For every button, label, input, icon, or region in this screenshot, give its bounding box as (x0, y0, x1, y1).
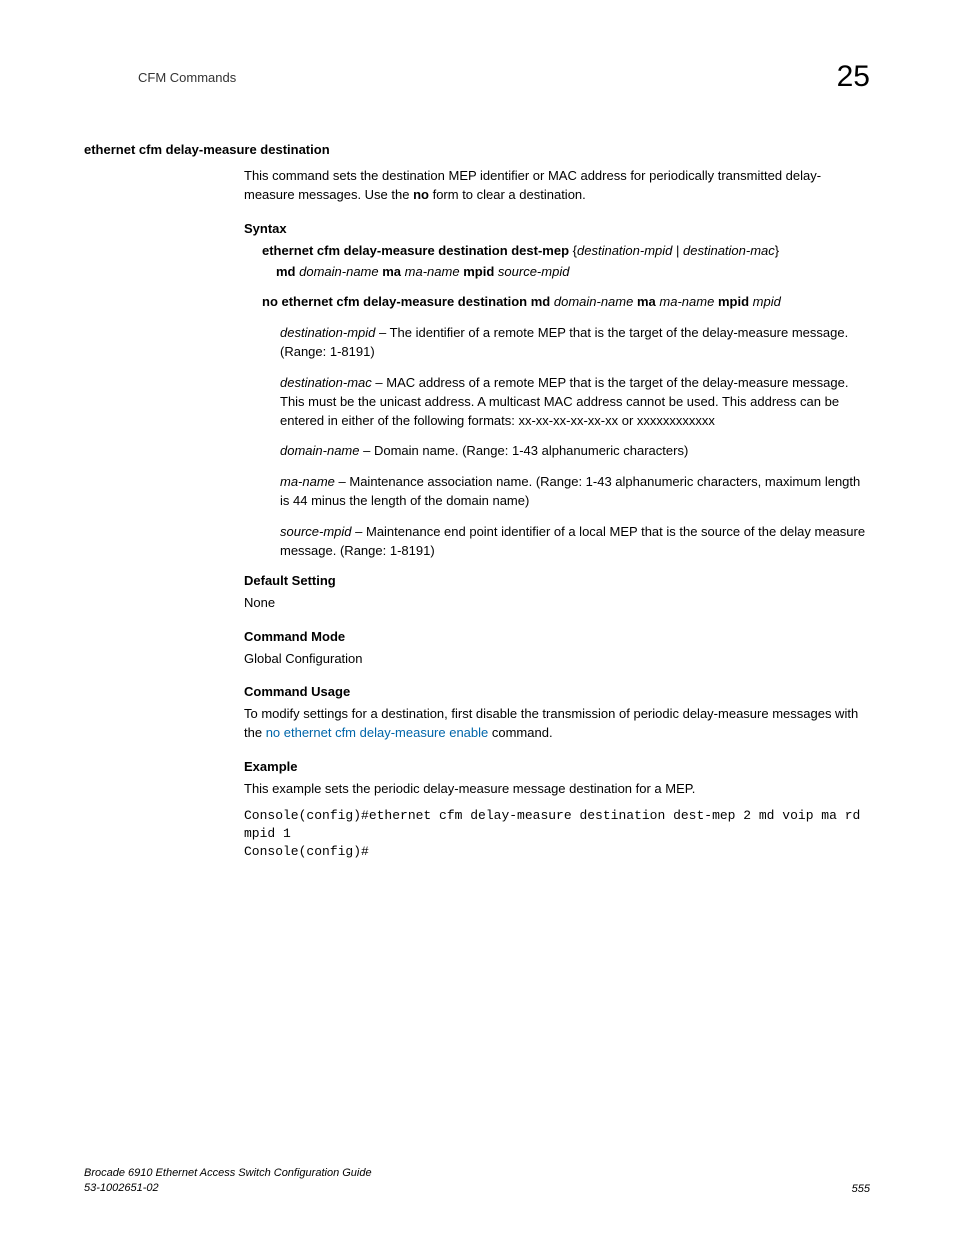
s1p13: ma-name (405, 264, 460, 279)
param-desc: – Maintenance end point identifier of a … (280, 524, 865, 558)
syntax-heading: Syntax (244, 221, 870, 236)
param-desc: – Domain name. (Range: 1-43 alphanumeric… (360, 443, 689, 458)
s2p7: ma-name (659, 294, 714, 309)
usage-heading: Command Usage (244, 684, 870, 699)
chapter-number: 25 (837, 60, 870, 94)
footer-docnum: 53-1002651-02 (84, 1181, 372, 1195)
s2p5: ma (637, 294, 656, 309)
mode-value: Global Configuration (244, 650, 870, 669)
param-dest-mpid: destination-mpid – The identifier of a r… (280, 324, 870, 362)
mode-heading: Command Mode (244, 629, 870, 644)
s1p6: } (775, 243, 779, 258)
s1p2: { (569, 243, 577, 258)
s1p7: md (276, 264, 296, 279)
s1p3: destination-mpid (577, 243, 672, 258)
desc-bold: no (413, 187, 429, 202)
footer-guide: Brocade 6910 Ethernet Access Switch Conf… (84, 1166, 372, 1180)
param-dest-mac: destination-mac – MAC address of a remot… (280, 374, 870, 431)
usage-text: To modify settings for a destination, fi… (244, 705, 870, 743)
s1p4: | (672, 243, 683, 258)
footer-page: 555 (852, 1183, 870, 1195)
s1p11: ma (382, 264, 401, 279)
example-code: Console(config)#ethernet cfm delay-measu… (244, 807, 870, 862)
s1p17: source-mpid (498, 264, 570, 279)
syntax-line-2: no ethernet cfm delay-measure destinatio… (262, 293, 870, 312)
default-heading: Default Setting (244, 573, 870, 588)
param-name: destination-mac (280, 375, 372, 390)
param-desc: – Maintenance association name. (Range: … (280, 474, 860, 508)
param-name: domain-name (280, 443, 360, 458)
param-domain: domain-name – Domain name. (Range: 1-43 … (280, 442, 870, 461)
s2p3: domain-name (554, 294, 634, 309)
s1p15: mpid (463, 264, 494, 279)
default-value: None (244, 594, 870, 613)
example-desc: This example sets the periodic delay-mea… (244, 780, 870, 799)
param-name: destination-mpid (280, 325, 375, 340)
s2p1: no ethernet cfm delay-measure destinatio… (262, 294, 550, 309)
page-footer: Brocade 6910 Ethernet Access Switch Conf… (84, 1166, 870, 1195)
param-name: source-mpid (280, 524, 352, 539)
example-heading: Example (244, 759, 870, 774)
s1p5: destination-mac (683, 243, 775, 258)
footer-left: Brocade 6910 Ethernet Access Switch Conf… (84, 1166, 372, 1195)
header-section-title: CFM Commands (84, 70, 236, 85)
s2p11: mpid (753, 294, 781, 309)
param-src: source-mpid – Maintenance end point iden… (280, 523, 870, 561)
s1p1: ethernet cfm delay-measure destination d… (262, 243, 569, 258)
page-header: CFM Commands 25 (84, 60, 870, 94)
command-body: This command sets the destination MEP id… (244, 167, 870, 861)
s1p9: domain-name (299, 264, 379, 279)
command-description: This command sets the destination MEP id… (244, 167, 870, 205)
usage-link[interactable]: no ethernet cfm delay-measure enable (266, 725, 489, 740)
usage-post: command. (488, 725, 552, 740)
desc-post: form to clear a destination. (429, 187, 586, 202)
command-title: ethernet cfm delay-measure destination (84, 142, 870, 157)
s2p9: mpid (718, 294, 749, 309)
syntax-line-1: ethernet cfm delay-measure destination d… (262, 242, 870, 282)
param-ma: ma-name – Maintenance association name. … (280, 473, 870, 511)
page: CFM Commands 25 ethernet cfm delay-measu… (0, 0, 954, 1235)
param-name: ma-name (280, 474, 335, 489)
